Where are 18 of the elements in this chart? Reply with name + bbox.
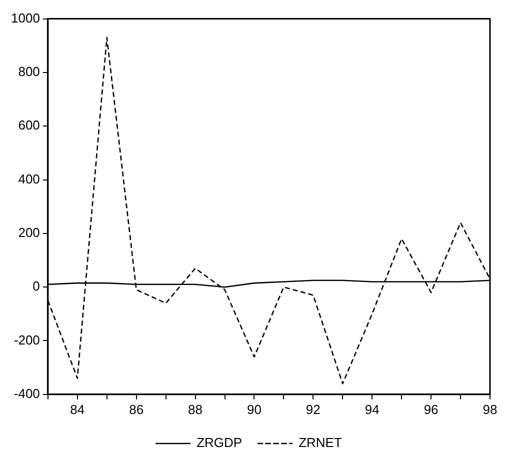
x-tick-label: 98 bbox=[482, 402, 498, 417]
x-tick-label: 94 bbox=[364, 402, 380, 417]
x-tick-label: 96 bbox=[424, 402, 438, 417]
x-tick-label: 86 bbox=[129, 402, 144, 417]
x-tick-label: 92 bbox=[306, 402, 320, 417]
legend-label: ZRGDP bbox=[196, 435, 242, 450]
y-tick-label: 200 bbox=[18, 225, 40, 240]
y-tick-label: 0 bbox=[32, 278, 40, 294]
legend-label: ZRNET bbox=[298, 435, 342, 450]
y-tick-label: -200 bbox=[14, 332, 40, 348]
x-tick-label: 84 bbox=[70, 402, 85, 417]
x-tick-label: 90 bbox=[246, 402, 262, 417]
y-tick-label: 1000 bbox=[11, 10, 40, 26]
y-tick-label: 600 bbox=[18, 118, 40, 133]
x-tick-label: 88 bbox=[188, 402, 203, 417]
y-tick-label: 800 bbox=[18, 64, 40, 80]
y-tick-label: 400 bbox=[18, 171, 40, 186]
y-tick-label: -400 bbox=[14, 386, 40, 401]
